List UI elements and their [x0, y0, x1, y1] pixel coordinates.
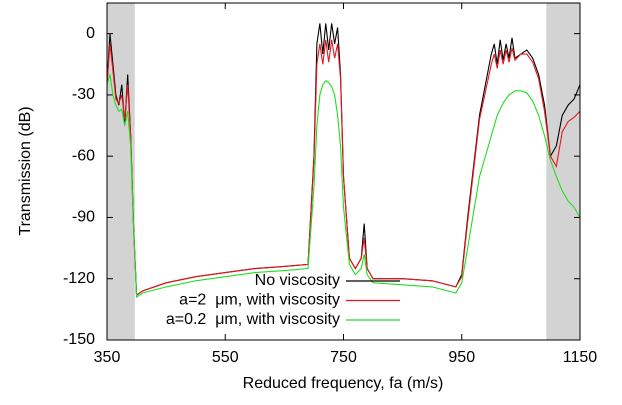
y-tick-label: -60	[72, 147, 95, 164]
x-axis-label: Reduced frequency, fa (m/s)	[243, 375, 444, 392]
y-tick-label: -90	[72, 209, 95, 226]
y-tick-label: 0	[86, 25, 95, 42]
x-tick-label: 750	[330, 349, 357, 366]
shading	[107, 3, 580, 340]
x-tick-label: 1150	[563, 349, 598, 366]
x-tick-label: 950	[448, 349, 475, 366]
y-tick-label: -120	[63, 270, 95, 287]
y-tick-label: -150	[63, 331, 95, 348]
plot-lines	[107, 23, 580, 299]
legend-label: a=2 μm, with viscosity	[179, 292, 340, 309]
series-line	[107, 39, 580, 297]
legend-label: a=0.2 μm, with viscosity	[166, 311, 340, 328]
plot-frame	[106, 2, 581, 341]
y-tick-label: -30	[72, 86, 95, 103]
x-tick-label: 350	[94, 349, 121, 366]
legend-label: No viscosity	[255, 272, 340, 289]
x-tick-label: 550	[212, 349, 239, 366]
y-axis-label: Transmission (dB)	[17, 106, 34, 235]
shaded-region	[546, 3, 580, 340]
legend: No viscosity a=2 μm, with viscosity a=0.2 …	[166, 272, 400, 328]
axes: 350 550 750 950 1150 0 -30 -60 -90 -120 -150	[63, 3, 597, 366]
series-line	[107, 74, 580, 299]
